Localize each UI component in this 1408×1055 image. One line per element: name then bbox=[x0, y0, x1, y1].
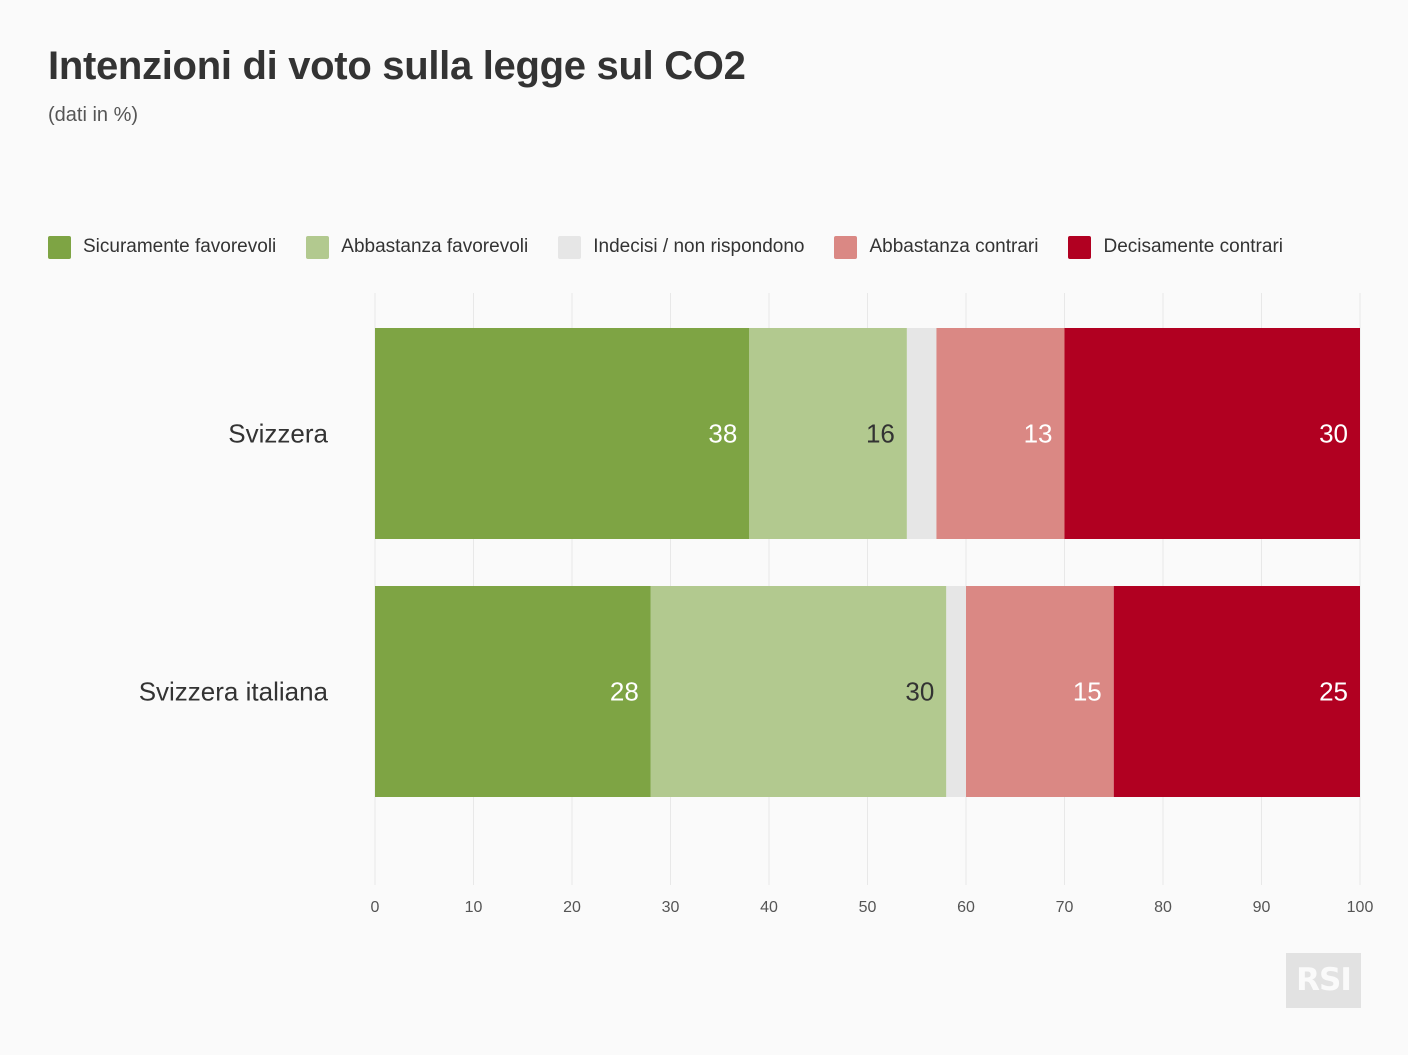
legend-label: Indecisi / non rispondono bbox=[593, 236, 805, 257]
bars bbox=[375, 328, 1360, 797]
x-tick-label: 40 bbox=[760, 899, 778, 916]
legend-item-sicuramente-favorevoli: Sicuramente favorevoli bbox=[48, 235, 277, 259]
legend-label: Sicuramente favorevoli bbox=[83, 236, 277, 257]
bar-value-label: 25 bbox=[1319, 677, 1348, 707]
bar-segment bbox=[749, 328, 907, 539]
bar-segment bbox=[650, 586, 947, 797]
bar-segment bbox=[375, 328, 750, 539]
x-tick-label: 0 bbox=[371, 899, 380, 916]
legend-item-abbastanza-favorevoli: Abbastanza favorevoli bbox=[306, 235, 529, 259]
category-label: Svizzera italiana bbox=[139, 677, 329, 707]
legend-item-decisamente-contrari: Decisamente contrari bbox=[1068, 235, 1284, 259]
bar-value-label: 30 bbox=[905, 677, 934, 707]
legend-swatch bbox=[834, 235, 858, 259]
chart-title: Intenzioni di voto sulla legge sul CO2 bbox=[48, 44, 746, 88]
legend-swatch bbox=[306, 235, 330, 259]
bar-segment bbox=[966, 586, 1114, 797]
category-labels: Svizzera Svizzera italiana bbox=[139, 419, 329, 707]
x-tick-label: 100 bbox=[1347, 899, 1374, 916]
chart-subtitle: (dati in %) bbox=[48, 104, 139, 126]
legend-label: Abbastanza favorevoli bbox=[341, 236, 529, 257]
x-tick-label: 80 bbox=[1154, 899, 1172, 916]
bar-value-label: 15 bbox=[1073, 677, 1102, 707]
legend-item-abbastanza-contrari: Abbastanza contrari bbox=[834, 235, 1039, 259]
bar-value-label: 16 bbox=[866, 419, 895, 449]
legend-label: Decisamente contrari bbox=[1103, 236, 1284, 257]
legend-label: Abbastanza contrari bbox=[869, 236, 1039, 257]
x-tick-label: 50 bbox=[859, 899, 877, 916]
legend-swatch bbox=[48, 235, 71, 259]
legend: Sicuramente favorevoli Abbastanza favore… bbox=[48, 234, 1283, 260]
x-axis-tick-labels: 0 10 20 30 40 50 60 70 80 90 100 bbox=[371, 899, 1374, 916]
data-labels: 38 16 13 30 28 30 15 25 bbox=[610, 419, 1348, 707]
bar-segment bbox=[1064, 328, 1360, 539]
bar-value-label: 38 bbox=[708, 419, 737, 449]
x-tick-label: 90 bbox=[1253, 899, 1271, 916]
x-tick-label: 60 bbox=[957, 899, 975, 916]
legend-item-indecisi: Indecisi / non rispondono bbox=[558, 235, 805, 259]
x-tick-label: 20 bbox=[563, 899, 581, 916]
legend-swatch bbox=[1068, 235, 1092, 259]
legend-swatch bbox=[558, 235, 582, 259]
bar-segment bbox=[946, 586, 966, 797]
bar-segment bbox=[1113, 586, 1360, 797]
bar-value-label: 30 bbox=[1319, 419, 1348, 449]
x-tick-label: 30 bbox=[662, 899, 680, 916]
category-label: Svizzera bbox=[228, 419, 328, 449]
bar-segment bbox=[936, 328, 1065, 539]
bar-value-label: 28 bbox=[610, 677, 639, 707]
rsi-logo: RSI bbox=[1286, 953, 1361, 1008]
x-tick-label: 10 bbox=[465, 899, 483, 916]
bar-value-label: 13 bbox=[1024, 419, 1053, 449]
bar-segment bbox=[906, 328, 937, 539]
bar-segment bbox=[375, 586, 651, 797]
x-tick-label: 70 bbox=[1056, 899, 1074, 916]
